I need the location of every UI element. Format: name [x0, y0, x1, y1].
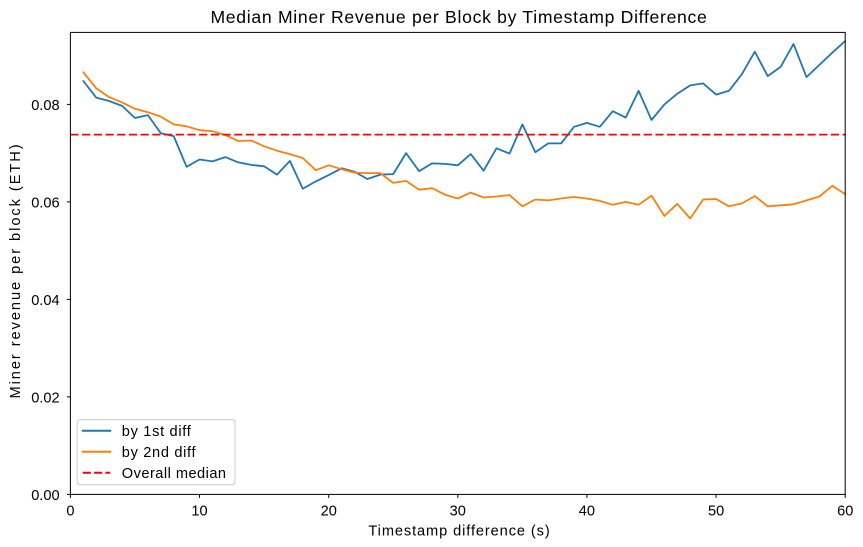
svg-text:Timestamp difference (s): Timestamp difference (s)	[368, 523, 550, 539]
svg-text:by 1st diff: by 1st diff	[122, 424, 192, 440]
svg-text:30: 30	[450, 503, 466, 519]
svg-text:0.06: 0.06	[31, 196, 59, 212]
svg-text:0.00: 0.00	[31, 488, 59, 504]
svg-text:0.04: 0.04	[31, 293, 59, 309]
svg-text:Overall median: Overall median	[122, 466, 227, 482]
svg-text:0: 0	[66, 503, 74, 519]
svg-text:Miner revenue per block (ETH): Miner revenue per block (ETH)	[8, 142, 24, 398]
svg-text:50: 50	[708, 503, 724, 519]
svg-text:20: 20	[321, 503, 337, 519]
svg-text:0.08: 0.08	[31, 98, 59, 114]
svg-text:40: 40	[579, 503, 595, 519]
svg-text:by 2nd diff: by 2nd diff	[122, 445, 197, 461]
svg-text:0.02: 0.02	[31, 391, 59, 407]
svg-text:10: 10	[191, 503, 207, 519]
svg-text:Median Miner Revenue per Block: Median Miner Revenue per Block by Timest…	[210, 7, 707, 27]
svg-text:60: 60	[837, 503, 853, 519]
